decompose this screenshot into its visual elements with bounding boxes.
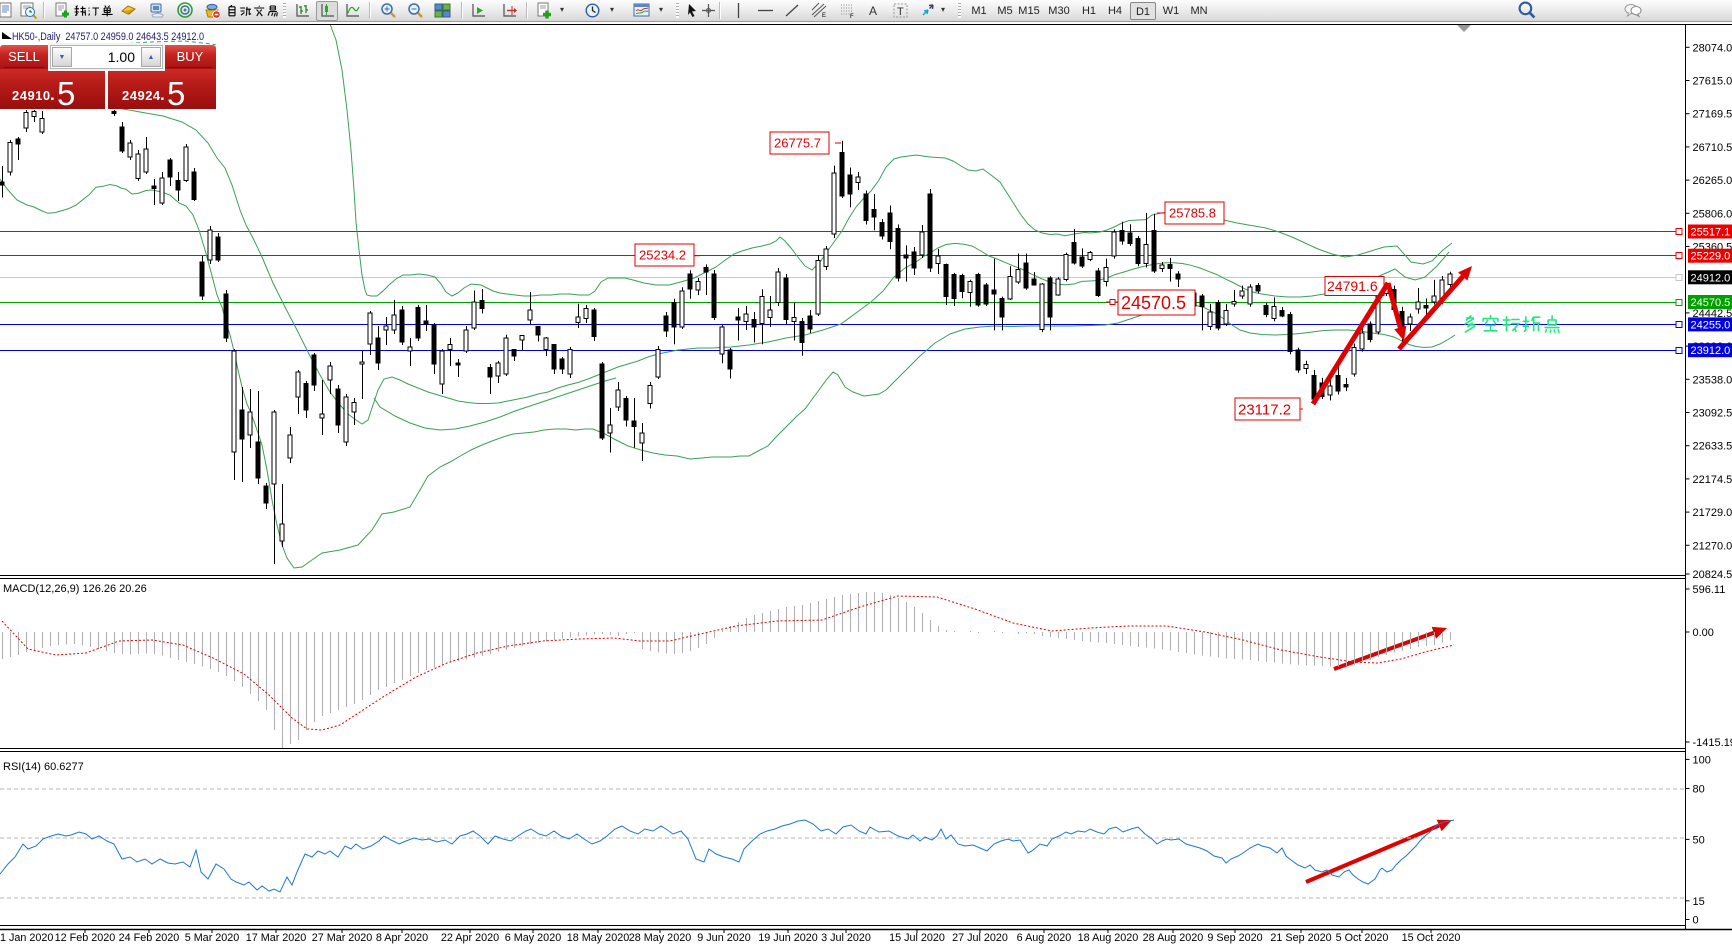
svg-text:21729.0: 21729.0 (1693, 507, 1732, 519)
svg-text:8 Apr 2020: 8 Apr 2020 (376, 932, 428, 944)
svg-text:28074.0: 28074.0 (1693, 42, 1732, 54)
svg-text:50: 50 (1693, 834, 1705, 846)
svg-text:9 Jun 2020: 9 Jun 2020 (697, 932, 750, 944)
svg-text:21 Sep 2020: 21 Sep 2020 (1270, 932, 1331, 944)
svg-text:0.00: 0.00 (1693, 627, 1714, 639)
svg-text:21270.0: 21270.0 (1693, 540, 1732, 552)
svg-text:22633.5: 22633.5 (1693, 441, 1732, 453)
svg-text:E: E (822, 13, 826, 19)
svg-text:3 Jul 2020: 3 Jul 2020 (821, 932, 871, 944)
svg-text:24255.0: 24255.0 (1691, 319, 1731, 331)
svg-text:24 Feb 2020: 24 Feb 2020 (119, 932, 180, 944)
svg-text:20824.5: 20824.5 (1693, 569, 1732, 581)
svg-text:15: 15 (1693, 896, 1705, 908)
svg-text:6 Aug 2020: 6 Aug 2020 (1017, 932, 1072, 944)
svg-text:100: 100 (1693, 754, 1711, 766)
svg-text:15 Jul 2020: 15 Jul 2020 (889, 932, 945, 944)
svg-text:28 Aug 2020: 28 Aug 2020 (1143, 932, 1204, 944)
svg-text:5 Oct 2020: 5 Oct 2020 (1336, 932, 1389, 944)
svg-text:22 Apr 2020: 22 Apr 2020 (441, 932, 499, 944)
svg-text:24570.5: 24570.5 (1691, 297, 1731, 309)
svg-text:21 Jan 2020: 21 Jan 2020 (0, 932, 53, 944)
svg-text:22174.5: 22174.5 (1693, 474, 1732, 486)
svg-text:0: 0 (1693, 915, 1699, 927)
svg-text:F: F (850, 14, 854, 19)
svg-text:27 Mar 2020: 27 Mar 2020 (312, 932, 373, 944)
svg-text:23538.0: 23538.0 (1693, 374, 1732, 386)
svg-text:25517.1: 25517.1 (1691, 227, 1731, 239)
svg-text:15 Oct 2020: 15 Oct 2020 (1402, 932, 1461, 944)
svg-text:A: A (869, 4, 877, 18)
svg-text:24570.5: 24570.5 (1121, 293, 1186, 313)
svg-text:18 Aug 2020: 18 Aug 2020 (1078, 932, 1139, 944)
svg-text:23912.0: 23912.0 (1691, 345, 1731, 357)
svg-text:26710.5: 26710.5 (1693, 142, 1732, 154)
svg-text:25234.2: 25234.2 (639, 248, 686, 263)
svg-text:RSI(14) 60.6277: RSI(14) 60.6277 (3, 761, 84, 773)
svg-text:5 Mar 2020: 5 Mar 2020 (185, 932, 240, 944)
svg-text:26775.7: 26775.7 (774, 136, 821, 151)
svg-text:19 Jun 2020: 19 Jun 2020 (758, 932, 817, 944)
svg-text:596.11: 596.11 (1693, 584, 1726, 596)
svg-text:24442.5: 24442.5 (1693, 308, 1732, 320)
svg-text:18 May 2020: 18 May 2020 (567, 932, 629, 944)
svg-text:17 Mar 2020: 17 Mar 2020 (246, 932, 307, 944)
svg-text:23092.5: 23092.5 (1693, 408, 1732, 420)
svg-text:23117.2: 23117.2 (1238, 401, 1291, 418)
svg-text:27615.0: 27615.0 (1693, 76, 1732, 88)
svg-text:MACD(12,26,9) 126.26 20.26: MACD(12,26,9) 126.26 20.26 (3, 583, 147, 595)
svg-text:27169.5: 27169.5 (1693, 109, 1732, 121)
svg-text:24791.6: 24791.6 (1327, 278, 1378, 294)
svg-text:27 Jul 2020: 27 Jul 2020 (952, 932, 1008, 944)
svg-text:24912.0: 24912.0 (1691, 272, 1731, 284)
svg-text:25806.0: 25806.0 (1693, 208, 1732, 220)
svg-text:80: 80 (1693, 784, 1705, 796)
svg-text:HK50-,Daily 24757.0 24959.0 2: HK50-,Daily 24757.0 24959.0 24643.5 2491… (12, 31, 204, 43)
svg-text:6 May 2020: 6 May 2020 (505, 932, 561, 944)
svg-text:25229.0: 25229.0 (1691, 251, 1731, 263)
svg-text:9 Sep 2020: 9 Sep 2020 (1207, 932, 1262, 944)
svg-text:12 Feb 2020: 12 Feb 2020 (55, 932, 116, 944)
svg-text:25785.8: 25785.8 (1169, 206, 1216, 221)
svg-text:-1415.19: -1415.19 (1693, 737, 1732, 749)
svg-text:T: T (897, 6, 904, 18)
svg-text:26265.0: 26265.0 (1693, 175, 1732, 187)
svg-text:28 May 2020: 28 May 2020 (629, 932, 691, 944)
